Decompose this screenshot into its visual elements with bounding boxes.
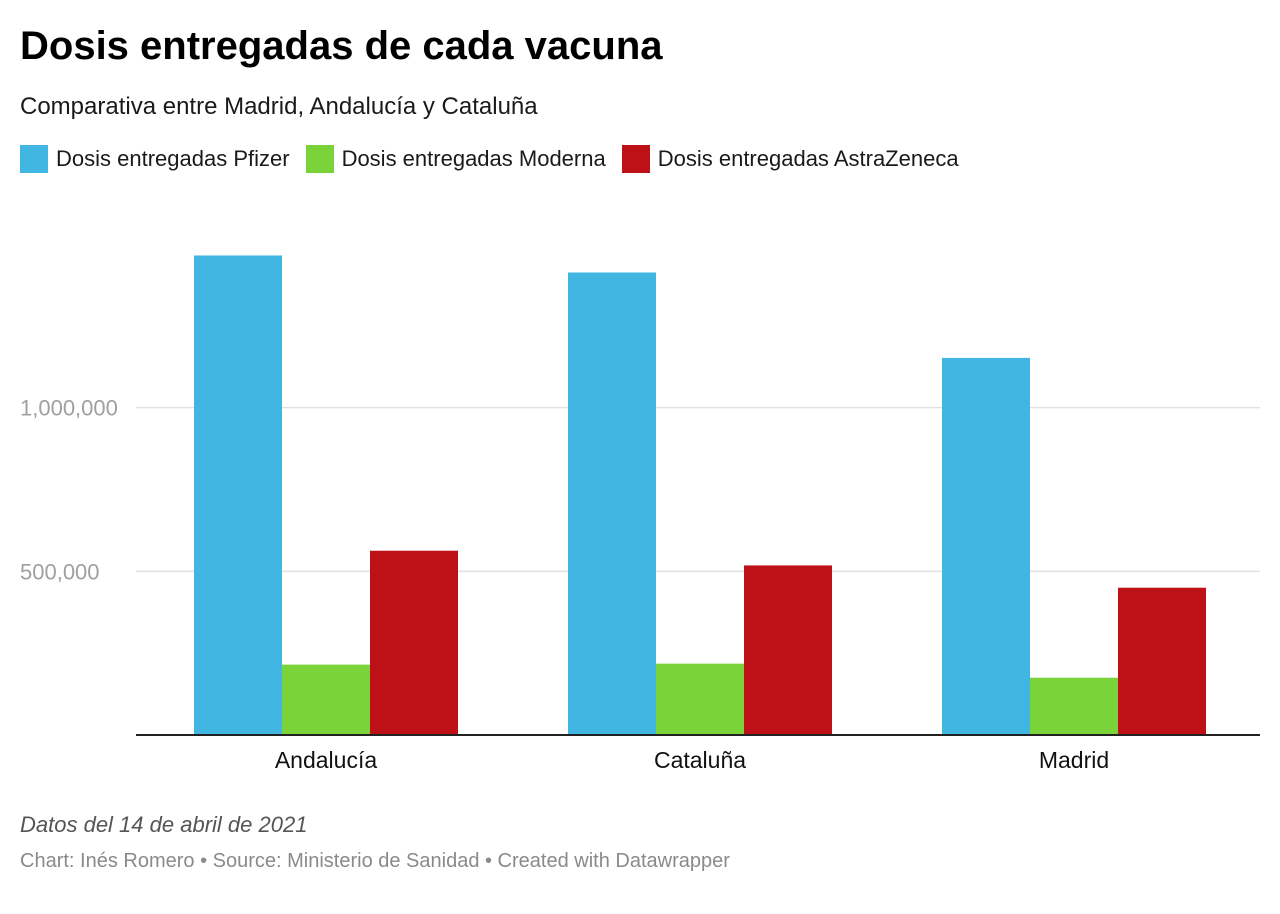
bar (194, 255, 282, 735)
bar (282, 664, 370, 735)
bar (656, 663, 744, 735)
legend-label-pfizer: Dosis entregadas Pfizer (56, 146, 290, 171)
y-tick-label: 500,000 (20, 559, 100, 584)
legend-item-moderna: Dosis entregadas Moderna (305, 144, 606, 174)
legend-item-astrazeneca: Dosis entregadas AstraZeneca (621, 144, 959, 174)
chart-subtitle: Comparativa entre Madrid, Andalucía y Ca… (20, 93, 538, 120)
legend-swatch-astrazeneca (621, 145, 650, 173)
legend-swatch-pfizer (20, 145, 48, 173)
x-tick-label: Cataluña (654, 747, 746, 773)
legend-label-astrazeneca: Dosis entregadas AstraZeneca (657, 146, 959, 171)
bar (942, 357, 1030, 735)
legend: Dosis entregadas Pfizer Dosis entregadas… (20, 144, 975, 174)
chart-title: Dosis entregadas de cada vacuna (20, 24, 663, 68)
legend-swatch-moderna (305, 145, 334, 173)
x-tick-label: Madrid (1039, 747, 1109, 773)
bar (1118, 587, 1206, 735)
credit-line: Chart: Inés Romero • Source: Ministerio … (20, 850, 730, 872)
bar (568, 272, 656, 735)
bar (744, 565, 832, 735)
y-tick-label: 1,000,000 (20, 396, 118, 421)
legend-label-moderna: Dosis entregadas Moderna (341, 146, 606, 171)
bar (1030, 677, 1118, 735)
legend-item-pfizer: Dosis entregadas Pfizer (20, 144, 290, 174)
date-note: Datos del 14 de abril de 2021 (20, 812, 308, 837)
x-tick-label: Andalucía (275, 747, 378, 773)
bar (370, 550, 458, 735)
